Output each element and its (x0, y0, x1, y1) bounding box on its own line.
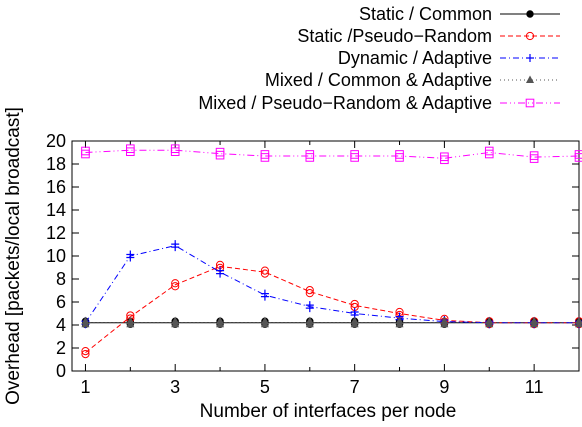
data-point (350, 153, 359, 162)
series-line (85, 149, 580, 159)
data-point (260, 269, 270, 278)
series-line (85, 265, 579, 353)
data-point (81, 146, 90, 156)
data-point (126, 147, 135, 156)
data-point (171, 279, 180, 288)
data-point (81, 319, 90, 328)
y-tick-label: 4 (56, 315, 66, 335)
data-point (126, 253, 135, 262)
data-point (171, 319, 180, 328)
x-axis: 1 3 5 7 9 11 (80, 141, 580, 397)
y-tick-label: 2 (56, 338, 66, 358)
legend-label: Mixed / Pseudo−Random & Adaptive (198, 93, 492, 113)
data-point (395, 319, 404, 328)
data-point (126, 319, 135, 328)
data-point (305, 150, 315, 159)
data-point (170, 147, 180, 156)
x-axis-label: Number of interfaces per node (200, 401, 457, 422)
y-tick-label: 20 (46, 131, 66, 151)
series-line (85, 245, 579, 324)
data-point (260, 266, 270, 275)
data-point (440, 319, 449, 328)
data-point (484, 149, 494, 159)
series-3 (81, 316, 582, 328)
data-point (395, 153, 404, 162)
data-point (260, 153, 270, 162)
legend-label: Mixed / Common & Adaptive (265, 70, 492, 90)
x-tick-label: 1 (80, 377, 90, 397)
series-1 (81, 260, 582, 359)
legend-label: Static / Common (359, 4, 492, 24)
plot-area (71, 140, 580, 372)
y-tick-label: 0 (56, 361, 66, 381)
y-axis: 0 2 4 6 8 10 12 14 16 18 20 (46, 131, 579, 381)
data-point (260, 150, 270, 159)
x-tick-label: 3 (170, 377, 180, 397)
x-tick-label: 7 (350, 377, 360, 397)
data-point (305, 153, 315, 162)
plot-border (71, 140, 580, 372)
data-point (260, 319, 269, 328)
series-layer (81, 144, 582, 359)
series-2 (81, 240, 582, 329)
y-tick-label: 8 (56, 269, 66, 289)
data-point (525, 31, 535, 41)
data-point (350, 299, 359, 309)
data-point (126, 144, 135, 153)
data-point (171, 282, 180, 291)
data-point (574, 319, 582, 328)
data-point (526, 54, 534, 62)
data-point (350, 150, 359, 159)
data-point (574, 153, 582, 162)
data-point (216, 319, 225, 328)
data-point (526, 10, 534, 18)
data-point (484, 146, 494, 156)
y-tick-label: 12 (46, 223, 66, 243)
x-tick-label: 9 (439, 377, 449, 397)
y-tick-label: 10 (46, 246, 66, 266)
y-tick-label: 18 (46, 154, 66, 174)
data-point (530, 319, 539, 328)
data-point (305, 319, 314, 328)
y-axis-label: Overhead [packets/local broadcast] (3, 107, 24, 405)
data-point (305, 286, 314, 295)
data-point (395, 150, 404, 159)
data-point (525, 98, 535, 108)
data-point (260, 292, 269, 301)
data-point (525, 75, 535, 83)
legend-label: Dynamic / Adaptive (338, 48, 492, 68)
data-point (305, 289, 314, 298)
data-point (529, 154, 539, 163)
data-point (81, 347, 90, 356)
y-tick-label: 16 (46, 177, 66, 197)
y-tick-label: 14 (46, 200, 66, 220)
data-point (305, 304, 314, 313)
data-point (529, 151, 539, 160)
data-point (81, 350, 90, 359)
data-point (81, 149, 90, 159)
series-4 (81, 144, 582, 165)
data-point (171, 243, 180, 252)
x-tick-label: 11 (525, 377, 544, 397)
data-point (215, 150, 225, 160)
data-point (350, 319, 359, 328)
legend-label: Static /Pseudo−Random (297, 26, 492, 46)
y-tick-label: 6 (56, 292, 66, 312)
data-point (485, 319, 494, 328)
data-point (440, 155, 449, 165)
data-point (216, 269, 225, 278)
data-point (440, 152, 449, 162)
data-point (215, 147, 225, 157)
x-tick-label: 5 (260, 377, 270, 397)
